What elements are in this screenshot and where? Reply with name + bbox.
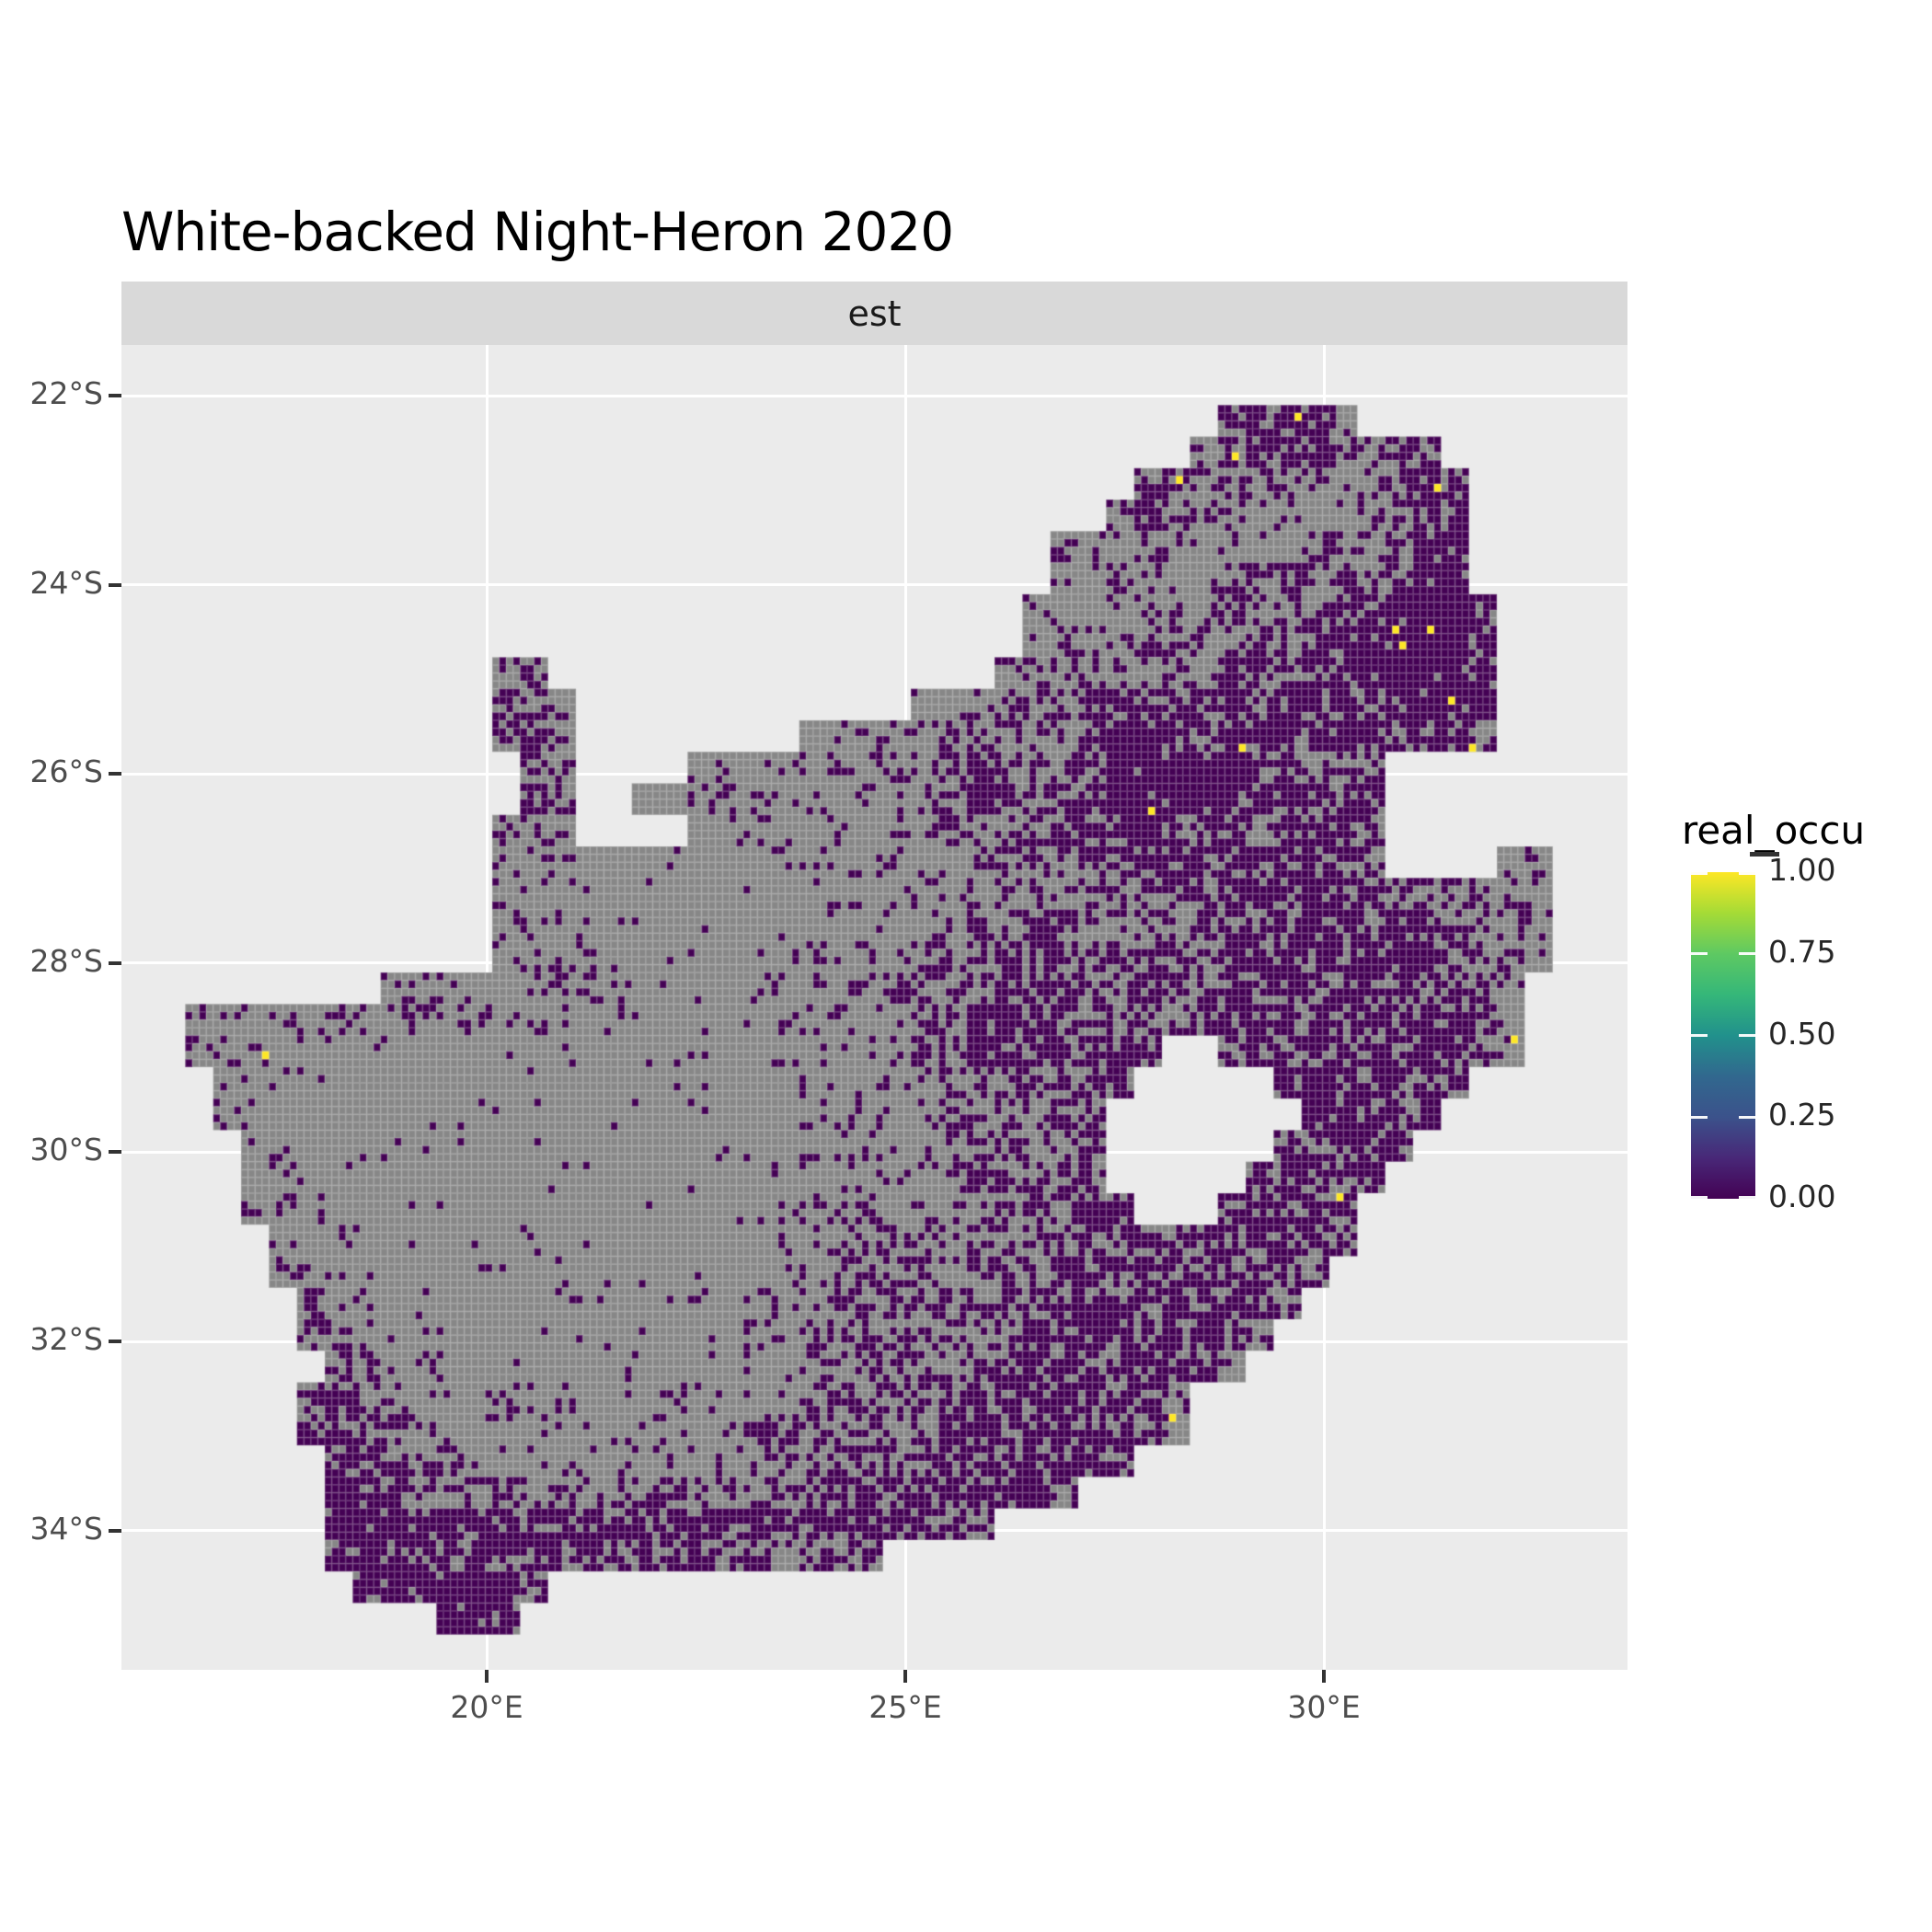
legend-top-tick	[1750, 852, 1779, 857]
legend-tick-label: 1.00	[1768, 852, 1836, 888]
legend-title: real_occu	[1682, 808, 1866, 853]
y-tick-mark	[109, 1528, 121, 1533]
y-tick-mark	[109, 1340, 121, 1343]
legend-tick-mark	[1691, 1196, 1708, 1199]
legend-tick-mark	[1691, 1115, 1708, 1119]
y-tick-label: 32°S	[29, 1321, 103, 1357]
y-tick-mark	[109, 960, 121, 965]
x-tick-mark	[1322, 1670, 1326, 1683]
facet-strip: est	[121, 282, 1627, 345]
legend-tick-mark	[1691, 952, 1708, 956]
legend-tick-mark	[1739, 1196, 1755, 1199]
y-tick-mark	[109, 582, 121, 587]
south-africa-occupancy-raster	[121, 345, 1627, 1670]
x-tick-label: 30°E	[1287, 1689, 1361, 1725]
y-tick-mark	[109, 1150, 121, 1155]
y-tick-label: 34°S	[29, 1510, 103, 1547]
y-tick-mark	[109, 394, 121, 397]
legend-tick-label: 0.50	[1768, 1015, 1836, 1052]
legend-tick-label: 0.00	[1768, 1179, 1836, 1214]
legend-tick-label: 0.75	[1768, 933, 1836, 970]
y-tick-mark	[109, 772, 121, 776]
y-tick-label: 24°S	[29, 564, 103, 601]
x-tick-mark	[485, 1670, 489, 1683]
legend-tick-label: 0.25	[1768, 1097, 1836, 1133]
y-tick-label: 30°S	[29, 1132, 103, 1168]
x-tick-label: 20°E	[450, 1689, 523, 1725]
plot-title: White-backed Night-Heron 2020	[121, 201, 954, 263]
legend-tick-mark	[1739, 952, 1755, 956]
legend-tick-mark	[1739, 1034, 1755, 1037]
plot-panel	[121, 345, 1627, 1670]
x-tick-label: 25°E	[868, 1689, 942, 1725]
legend-tick-mark	[1739, 872, 1755, 875]
y-tick-label: 28°S	[29, 942, 103, 979]
y-tick-label: 26°S	[29, 753, 103, 790]
legend-tick-mark	[1739, 1115, 1755, 1119]
legend-tick-mark	[1691, 872, 1708, 875]
x-tick-mark	[903, 1670, 907, 1683]
facet-strip-label: est	[847, 293, 902, 334]
legend-tick-mark	[1691, 1034, 1708, 1037]
y-tick-label: 22°S	[29, 375, 103, 411]
